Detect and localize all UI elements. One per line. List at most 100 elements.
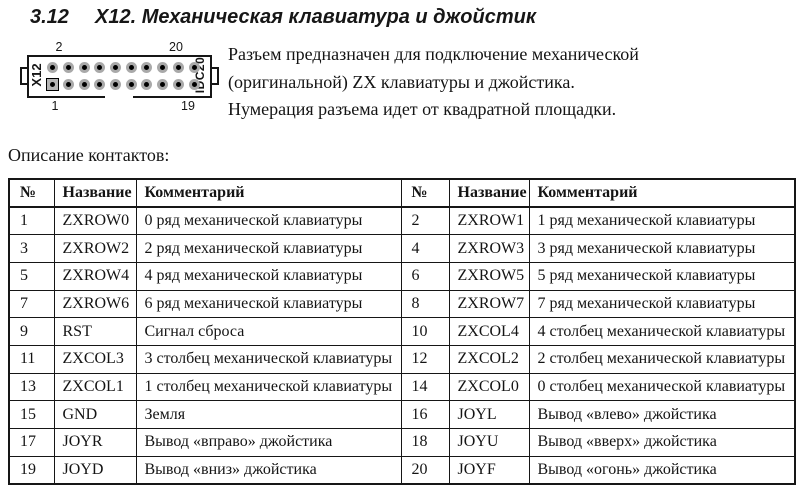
- pin-comment-cell: 2 столбец механической клавиатуры: [528, 344, 796, 374]
- pin-name-cell: JOYR: [53, 428, 137, 457]
- pin-icon: [47, 62, 59, 73]
- table-row: 11 ZXCOL3 3 столбец механической клавиат…: [8, 344, 796, 374]
- pin-number-cell: 4: [400, 234, 450, 263]
- pin-icon: [125, 62, 137, 73]
- pin-number-cell: 17: [8, 428, 55, 457]
- pin-icon: [78, 79, 90, 90]
- pin-name-cell: RST: [53, 317, 137, 346]
- pin-row-even: [45, 62, 202, 74]
- pin-number-cell: 9: [8, 317, 55, 346]
- pin-comment-cell: Вывод «влево» джойстика: [528, 400, 796, 429]
- pin-name-cell: ZXCOL2: [448, 344, 530, 374]
- pin-number-cell: 13: [8, 372, 55, 402]
- pin-comment-cell: 1 столбец механической клавиатуры: [135, 372, 402, 402]
- pin-name-cell: ZXROW0: [53, 206, 137, 236]
- pin-number-cell: 18: [400, 428, 450, 457]
- connector-key-notch: [105, 96, 133, 98]
- pin-comment-cell: 3 столбец механической клавиатуры: [135, 344, 402, 374]
- table-row: 7 ZXROW6 6 ряд механической клавиатуры 8…: [8, 289, 796, 319]
- pin-1-square-pad-icon: [46, 78, 60, 91]
- pin-icon: [63, 62, 75, 73]
- pin-icon: [110, 79, 122, 90]
- pin-icon: [94, 62, 106, 73]
- connector-description: Разъем предназначен для подключение меха…: [228, 41, 793, 124]
- pin-number-cell: 19: [8, 455, 55, 485]
- connector-diagram: 2 20 X12 IDC20: [20, 40, 222, 116]
- pin-name-cell: ZXROW2: [53, 234, 137, 263]
- pin-comment-cell: 0 ряд механической клавиатуры: [135, 206, 402, 236]
- table-row: 13 ZXCOL1 1 столбец механической клавиат…: [8, 372, 796, 402]
- connector-body: X12 IDC20: [20, 55, 219, 98]
- pin-label-19: 19: [181, 99, 195, 113]
- pin-comment-cell: 5 ряд механической клавиатуры: [528, 261, 796, 291]
- pin-name-cell: ZXROW5: [448, 261, 530, 291]
- pin-comment-cell: 1 ряд механической клавиатуры: [528, 206, 796, 236]
- table-row: 1 ZXROW0 0 ряд механической клавиатуры 2…: [8, 206, 796, 236]
- header-pin-name: Название: [53, 178, 137, 208]
- table-row: 17 JOYR Вывод «вправо» джойстика 18 JOYU…: [8, 428, 796, 457]
- pin-comment-cell: Сигнал сброса: [135, 317, 402, 346]
- pin-comment-cell: Вывод «вниз» джойстика: [135, 455, 402, 485]
- header-pin-comment: Комментарий: [528, 178, 796, 208]
- pin-icon: [172, 62, 184, 73]
- page-title: Х12. Механическая клавиатура и джойстик: [95, 6, 536, 28]
- connector-name-label: X12: [29, 63, 44, 87]
- pin-name-cell: ZXCOL3: [53, 344, 137, 374]
- pin-comment-cell: 4 столбец механической клавиатуры: [528, 317, 796, 346]
- pin-name-cell: ZXROW3: [448, 234, 530, 263]
- description-line: (оригинальной) ZX клавиатуры и джойстика…: [228, 71, 575, 92]
- pin-number-cell: 20: [400, 455, 450, 485]
- pin-icon: [141, 79, 153, 90]
- pin-icon: [188, 79, 200, 90]
- pin-comment-cell: 2 ряд механической клавиатуры: [135, 234, 402, 263]
- description-line: Разъем предназначен для подключение меха…: [228, 44, 639, 64]
- connector-left-latch-icon: [20, 67, 27, 85]
- table-row: 5 ZXROW4 4 ряд механической клавиатуры 6…: [8, 261, 796, 291]
- table-row: 9 RST Сигнал сброса 10 ZXCOL4 4 столбец …: [8, 317, 796, 346]
- header-pin-number: №: [400, 178, 450, 208]
- pin-number-cell: 11: [8, 344, 55, 374]
- connector-right-latch-icon: [212, 67, 219, 85]
- pin-name-cell: ZXROW6: [53, 289, 137, 319]
- pin-comment-cell: 0 столбец механической клавиатуры: [528, 372, 796, 402]
- pin-number-cell: 15: [8, 400, 55, 429]
- pin-icon: [63, 79, 75, 90]
- pin-comment-cell: Вывод «вверх» джойстика: [528, 428, 796, 457]
- pin-name-cell: ZXCOL1: [53, 372, 137, 402]
- description-line: Нумерация разъема идет от квадратной пло…: [228, 99, 617, 119]
- pin-number-cell: 12: [400, 344, 450, 374]
- section-number: 3.12: [30, 6, 69, 28]
- pin-number-cell: 1: [8, 206, 55, 236]
- pin-name-cell: ZXROW4: [53, 261, 137, 291]
- pin-number-cell: 14: [400, 372, 450, 402]
- pin-label-20: 20: [169, 40, 183, 54]
- pin-icon: [188, 62, 200, 73]
- pin-icon: [157, 62, 169, 73]
- table-row: 3 ZXROW2 2 ряд механической клавиатуры 4…: [8, 234, 796, 263]
- pin-name-cell: JOYD: [53, 455, 137, 485]
- pin-number-cell: 10: [400, 317, 450, 346]
- pin-comment-cell: 6 ряд механической клавиатуры: [135, 289, 402, 319]
- pin-name-cell: JOYU: [448, 428, 530, 457]
- table-row: 15 GND Земля 16 JOYL Вывод «влево» джойс…: [8, 400, 796, 429]
- pin-number-cell: 16: [400, 400, 450, 429]
- pin-icon: [125, 79, 137, 90]
- table-row: 19 JOYD Вывод «вниз» джойстика 20 JOYF В…: [8, 455, 796, 485]
- pin-comment-cell: Вывод «вправо» джойстика: [135, 428, 402, 457]
- pin-comment-cell: Земля: [135, 400, 402, 429]
- pin-icon: [94, 79, 106, 90]
- pin-icon: [78, 62, 90, 73]
- pin-comment-cell: 7 ряд механической клавиатуры: [528, 289, 796, 319]
- pin-comment-cell: 3 ряд механической клавиатуры: [528, 234, 796, 263]
- header-pin-number: №: [8, 178, 55, 208]
- pin-number-cell: 6: [400, 261, 450, 291]
- pin-icon: [141, 62, 153, 73]
- pin-name-cell: GND: [53, 400, 137, 429]
- pin-description-table: № Название Комментарий № Название Коммен…: [8, 178, 796, 485]
- pin-number-cell: 2: [400, 206, 450, 236]
- pin-name-cell: ZXROW1: [448, 206, 530, 236]
- section-heading: 3.12 Х12. Механическая клавиатура и джой…: [30, 6, 536, 29]
- pin-name-cell: ZXCOL0: [448, 372, 530, 402]
- pin-label-1: 1: [51, 99, 59, 113]
